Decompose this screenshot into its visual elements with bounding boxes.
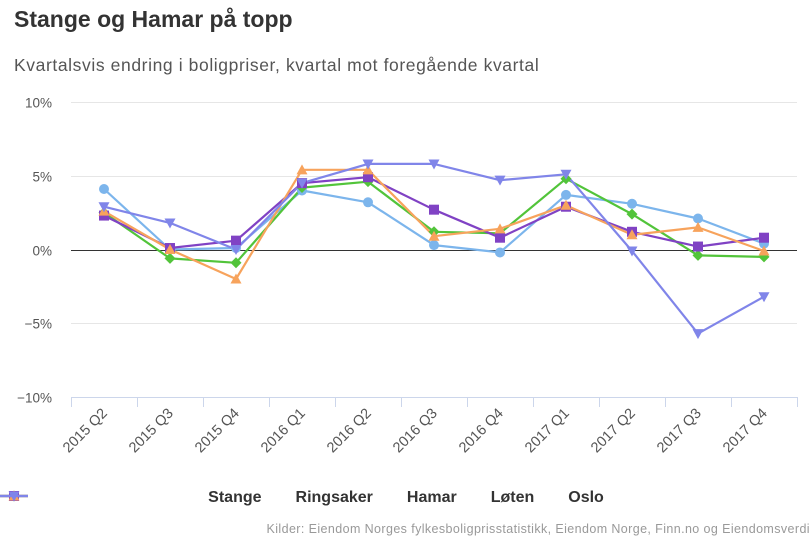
x-tick-label: 2017 Q1	[522, 406, 573, 457]
data-point-oslo[interactable]	[494, 175, 506, 186]
legend: Stange Ringsaker Hamar Løten Oslo	[0, 489, 812, 507]
series-markers	[98, 159, 770, 340]
data-point-ringsaker[interactable]	[164, 252, 176, 264]
y-tick-label: −5%	[25, 317, 52, 332]
y-tick-label: 10%	[25, 96, 52, 111]
x-tick-label: 2016 Q4	[456, 406, 507, 457]
data-point-oslo[interactable]	[230, 245, 242, 255]
data-point-hamar[interactable]	[495, 232, 505, 243]
y-tick-label: −10%	[17, 391, 52, 406]
x-tick-label: 2015 Q4	[192, 406, 243, 457]
data-point-oslo[interactable]	[428, 159, 440, 170]
data-point-stange[interactable]	[363, 197, 373, 208]
x-tick-label: 2015 Q3	[126, 406, 177, 457]
x-tick-label: 2015 Q2	[60, 406, 111, 457]
x-tick-label: 2017 Q4	[720, 406, 771, 457]
legend-label: Løten	[490, 489, 535, 506]
data-point-stange[interactable]	[429, 240, 439, 251]
data-point-oslo[interactable]	[164, 218, 176, 229]
data-point-loten[interactable]	[560, 199, 572, 210]
data-point-stange[interactable]	[495, 247, 505, 258]
x-tick-label: 2016 Q2	[324, 406, 375, 457]
x-tick-label: 2016 Q1	[258, 406, 309, 457]
legend-label: Stange	[208, 489, 262, 506]
data-point-loten[interactable]	[626, 229, 638, 240]
data-point-ringsaker[interactable]	[230, 257, 242, 269]
legend-label: Oslo	[568, 489, 604, 506]
legend-label: Hamar	[406, 489, 457, 506]
data-point-hamar[interactable]	[363, 172, 373, 183]
series-line-loten[interactable]	[102, 168, 766, 281]
x-tick-label: 2016 Q3	[390, 406, 441, 457]
data-point-loten[interactable]	[758, 245, 770, 256]
data-point-hamar[interactable]	[693, 241, 703, 252]
data-point-loten[interactable]	[296, 164, 308, 175]
data-point-ringsaker[interactable]	[692, 249, 704, 261]
credits-text[interactable]: Kilder: Eiendom Norges fylkesboligprisst…	[266, 522, 810, 536]
x-tick-label: 2017 Q2	[588, 406, 639, 457]
axes: 10% 5% 0% −5% −10% 2015 Q2 2015 Q3 2015 Q4 2016 …	[17, 96, 798, 457]
x-tick-label: 2017 Q3	[654, 406, 705, 457]
chart-title: Stange og Hamar på topp	[14, 6, 293, 32]
legend-item-ringsaker[interactable]: Ringsaker	[0, 489, 373, 507]
legend-marker	[8, 491, 20, 502]
data-point-oslo[interactable]	[692, 329, 704, 340]
data-point-hamar[interactable]	[429, 204, 439, 215]
data-point-hamar[interactable]	[231, 235, 241, 246]
chart-subtitle: Kvartalsvis endring i boligpriser, kvart…	[14, 55, 540, 75]
data-point-oslo[interactable]	[758, 292, 770, 303]
data-point-hamar[interactable]	[759, 232, 769, 243]
data-point-ringsaker[interactable]	[626, 208, 638, 220]
data-point-oslo[interactable]	[362, 159, 374, 170]
data-point-stange[interactable]	[561, 189, 571, 200]
legend-item-hamar[interactable]: Hamar	[0, 489, 457, 507]
y-tick-label: 0%	[32, 244, 52, 259]
data-point-stange[interactable]	[693, 213, 703, 224]
data-point-oslo[interactable]	[296, 178, 308, 189]
legend-label: Ringsaker	[295, 489, 373, 506]
legend-symbol-oslo	[0, 491, 28, 502]
data-point-oslo[interactable]	[98, 202, 110, 213]
legend-item-loten[interactable]: Løten	[0, 489, 535, 507]
data-point-loten[interactable]	[692, 221, 704, 232]
data-point-stange[interactable]	[627, 198, 637, 209]
data-point-loten[interactable]	[428, 230, 440, 241]
data-point-stange[interactable]	[99, 184, 109, 195]
y-tick-label: 5%	[32, 170, 52, 185]
data-point-loten[interactable]	[230, 273, 242, 284]
legend-item-stange[interactable]: Stange	[0, 489, 262, 507]
data-point-loten[interactable]	[494, 223, 506, 234]
data-point-loten[interactable]	[164, 244, 176, 254]
data-point-oslo[interactable]	[626, 246, 638, 257]
legend-item-oslo[interactable]: Oslo	[0, 489, 604, 507]
data-point-oslo[interactable]	[560, 169, 572, 180]
